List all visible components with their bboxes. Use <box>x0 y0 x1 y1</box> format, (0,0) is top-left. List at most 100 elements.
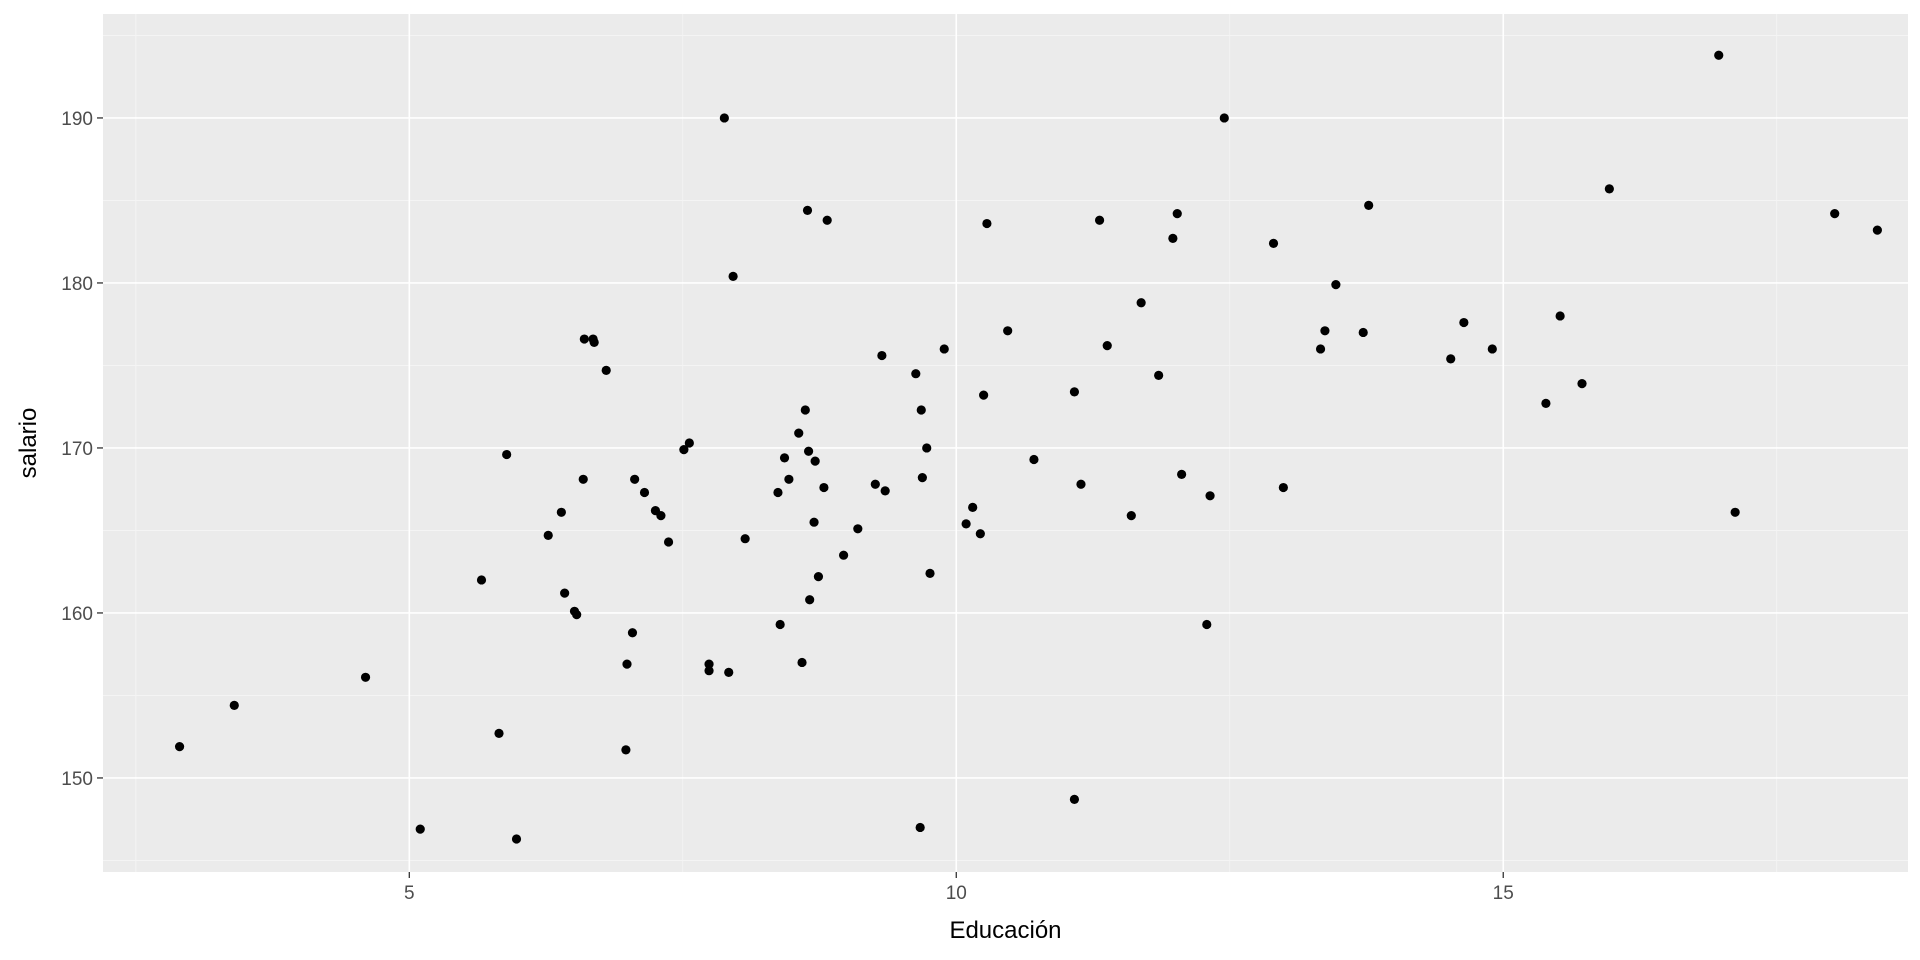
data-point <box>1268 238 1279 248</box>
data-point <box>968 502 978 512</box>
data-point <box>1320 326 1330 336</box>
data-point <box>1604 184 1614 194</box>
data-point <box>1315 344 1326 354</box>
x-axis-title: Educación <box>949 917 1061 944</box>
data-point <box>922 443 932 453</box>
data-point <box>1331 280 1341 290</box>
y-axis: 150 160 170 180 190 <box>61 109 103 790</box>
data-point <box>639 487 650 498</box>
data-point <box>1730 507 1740 517</box>
data-point <box>916 405 926 415</box>
y-tick-label: 170 <box>61 439 93 460</box>
data-point <box>775 619 785 630</box>
data-point <box>679 445 689 455</box>
data-point <box>1126 510 1136 521</box>
data-point <box>728 271 738 281</box>
data-point <box>819 482 829 493</box>
data-point <box>663 537 674 547</box>
data-point <box>1172 209 1182 219</box>
data-points <box>174 50 1882 844</box>
data-point <box>1029 454 1039 465</box>
data-point <box>794 428 804 438</box>
data-point <box>684 438 694 448</box>
data-point <box>773 487 783 498</box>
data-point <box>1102 341 1112 351</box>
x-axis: 5 10 15 <box>404 872 1514 904</box>
data-point <box>622 659 632 669</box>
data-point <box>1577 379 1587 389</box>
data-point <box>779 453 790 463</box>
data-point <box>174 742 185 752</box>
data-point <box>915 822 925 833</box>
y-tick-label: 150 <box>61 769 93 790</box>
x-tick-label: 10 <box>946 883 967 904</box>
data-point <box>813 572 824 582</box>
data-point <box>805 595 815 605</box>
data-point <box>1202 619 1212 630</box>
data-point <box>627 628 638 638</box>
data-point <box>979 390 989 400</box>
plot-panel <box>103 14 1908 872</box>
data-point <box>621 745 631 755</box>
data-point <box>724 667 734 677</box>
data-point <box>656 510 666 521</box>
data-point <box>229 700 239 710</box>
y-axis-title: salario <box>15 408 42 479</box>
data-point <box>360 672 371 682</box>
data-point <box>1076 479 1086 489</box>
data-point <box>1219 113 1229 123</box>
data-point <box>784 474 794 484</box>
data-point <box>1168 233 1178 243</box>
data-point <box>911 369 921 379</box>
data-point <box>579 334 589 344</box>
data-point <box>1446 354 1456 364</box>
data-point <box>1487 344 1497 354</box>
data-point <box>1830 209 1840 219</box>
data-point <box>1555 311 1565 321</box>
data-point <box>1003 326 1013 336</box>
data-point <box>572 610 582 620</box>
x-tick-label: 15 <box>1493 883 1514 904</box>
data-point <box>1278 482 1288 493</box>
data-point <box>476 575 487 585</box>
data-point <box>802 205 813 215</box>
data-point <box>630 474 640 484</box>
data-point <box>939 344 949 354</box>
data-point <box>1358 327 1368 338</box>
y-tick-label: 190 <box>61 109 93 130</box>
data-point <box>822 215 832 225</box>
data-point <box>1154 370 1164 380</box>
data-point <box>961 519 971 529</box>
data-point <box>543 530 553 541</box>
data-point <box>502 449 512 460</box>
data-point <box>803 446 814 456</box>
data-point <box>982 218 992 229</box>
minor-gridlines <box>103 14 1908 872</box>
data-point <box>704 666 714 676</box>
data-point <box>556 507 566 517</box>
data-point <box>578 474 588 484</box>
data-point <box>1069 794 1080 805</box>
y-tick-label: 180 <box>61 274 93 295</box>
data-point <box>719 113 729 123</box>
data-point <box>1541 398 1551 408</box>
data-point <box>1094 215 1105 225</box>
data-point <box>1205 491 1215 501</box>
data-point <box>511 834 522 844</box>
data-point <box>1069 387 1080 397</box>
data-point <box>560 588 570 598</box>
data-point <box>1177 469 1187 479</box>
data-point <box>589 337 599 347</box>
data-point <box>877 350 887 361</box>
data-point <box>1136 298 1146 308</box>
data-point <box>853 524 863 534</box>
data-point <box>880 486 890 496</box>
data-point <box>1872 225 1882 235</box>
data-point <box>975 529 985 539</box>
data-point <box>1459 317 1469 328</box>
data-point <box>797 657 807 668</box>
data-point <box>917 473 927 483</box>
data-point <box>601 365 611 375</box>
y-tick-label: 160 <box>61 604 93 625</box>
